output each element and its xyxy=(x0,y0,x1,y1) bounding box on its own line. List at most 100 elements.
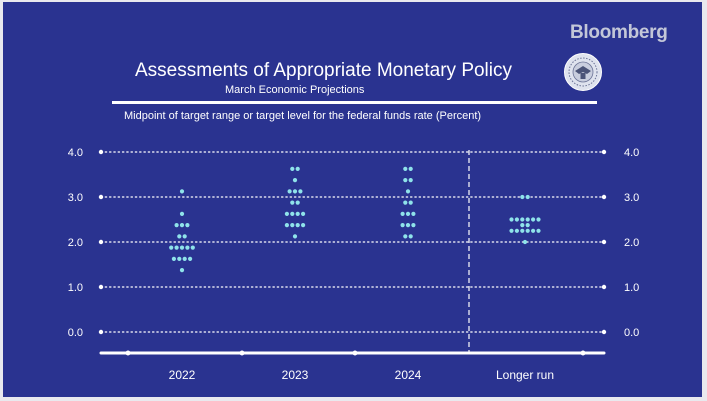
y-tick-label-right: 3.0 xyxy=(624,192,639,204)
participant-dot xyxy=(405,189,411,194)
participant-dot xyxy=(514,217,520,222)
participant-dot xyxy=(301,211,306,216)
participant-dot xyxy=(525,194,530,200)
x-tick-mark xyxy=(352,350,358,356)
y-tick-label-right: 0.0 xyxy=(624,327,639,339)
participant-dot xyxy=(405,211,411,216)
participant-dot xyxy=(400,211,405,216)
participant-dot xyxy=(520,217,525,222)
y-tick-label-left: 3.0 xyxy=(68,192,83,204)
y-tick-label-right: 2.0 xyxy=(624,237,639,249)
participant-dot xyxy=(179,223,185,228)
participant-dot xyxy=(536,217,541,222)
participant-dot xyxy=(514,228,520,233)
y-tick-mark xyxy=(601,239,607,245)
y-tick-label-left: 2.0 xyxy=(68,237,83,249)
participant-dot xyxy=(290,200,295,205)
participant-dot xyxy=(174,245,179,250)
y-tick-label-right: 4.0 xyxy=(624,147,639,159)
y-tick-mark xyxy=(98,284,104,290)
x-tick-mark xyxy=(239,350,245,356)
y-tick-mark xyxy=(601,149,607,155)
participant-dot xyxy=(301,223,306,228)
x-category-label: Longer run xyxy=(496,368,554,382)
participant-dot xyxy=(411,223,416,228)
x-category-label: 2024 xyxy=(395,368,422,382)
participant-dot xyxy=(290,166,295,171)
participant-dot xyxy=(408,234,413,239)
participant-dot xyxy=(509,228,514,233)
participant-dot xyxy=(190,245,195,250)
x-tick-mark xyxy=(125,350,131,356)
participant-dot xyxy=(525,217,530,222)
participant-dot xyxy=(284,211,289,216)
y-axis-caption: Midpoint of target range or target level… xyxy=(124,110,482,122)
x-category-label: 2022 xyxy=(169,368,196,382)
participant-dot xyxy=(188,256,193,261)
participant-dot xyxy=(171,256,176,261)
participant-dot xyxy=(292,189,298,194)
participant-dot xyxy=(531,228,536,233)
y-tick-label-left: 0.0 xyxy=(68,327,83,339)
participant-dot xyxy=(520,228,525,233)
participant-dot xyxy=(177,234,182,239)
y-tick-mark xyxy=(98,149,104,155)
participant-dot xyxy=(295,211,300,216)
y-tick-mark xyxy=(601,194,607,200)
participant-dot xyxy=(174,223,179,228)
participant-dot xyxy=(179,245,185,250)
participant-dot xyxy=(403,178,408,183)
participant-dot xyxy=(525,228,530,233)
participant-dot xyxy=(400,223,405,228)
y-tick-mark xyxy=(98,239,104,245)
x-category-label: 2023 xyxy=(282,368,309,382)
participant-dot xyxy=(536,228,541,233)
y-tick-label-right: 1.0 xyxy=(624,282,639,294)
y-tick-label-left: 4.0 xyxy=(68,147,83,159)
x-tick-mark xyxy=(580,350,586,356)
participant-dot xyxy=(295,166,300,171)
participant-dot xyxy=(182,256,187,261)
participant-dot xyxy=(403,234,408,239)
y-tick-mark xyxy=(601,284,607,290)
participant-dot xyxy=(179,211,185,216)
chart-subtitle: March Economic Projections xyxy=(225,84,365,96)
participant-dot xyxy=(179,189,185,194)
participant-dot xyxy=(185,245,190,250)
participant-dot xyxy=(531,217,536,222)
participant-dot xyxy=(177,256,182,261)
participant-dot xyxy=(405,223,411,228)
participant-dot xyxy=(295,223,300,228)
participant-dot xyxy=(182,234,187,239)
participant-dot xyxy=(520,194,525,200)
participant-dot xyxy=(185,223,190,228)
participant-dot xyxy=(298,189,303,194)
federal-reserve-seal-icon xyxy=(564,53,602,91)
participant-dot xyxy=(292,178,298,183)
y-tick-mark xyxy=(601,329,607,335)
participant-dot xyxy=(411,211,416,216)
participant-dot xyxy=(290,223,295,228)
participant-dot xyxy=(522,239,528,245)
participant-dot xyxy=(403,200,408,205)
chart-title: Assessments of Appropriate Monetary Poli… xyxy=(135,60,513,81)
participant-dot xyxy=(292,234,298,239)
participant-dot xyxy=(179,268,185,273)
participant-dot xyxy=(287,189,292,194)
bloomberg-watermark: Bloomberg xyxy=(570,22,668,43)
y-tick-mark xyxy=(98,329,104,335)
participant-dot xyxy=(408,200,413,205)
y-tick-label-left: 1.0 xyxy=(68,282,83,294)
participant-dot xyxy=(525,223,530,228)
y-tick-mark xyxy=(98,194,104,200)
participant-dot xyxy=(284,223,289,228)
participant-dot xyxy=(290,211,295,216)
participant-dot xyxy=(403,166,408,171)
participant-dot xyxy=(509,217,514,222)
participant-dot xyxy=(408,166,413,171)
participant-dot xyxy=(408,178,413,183)
title-rule xyxy=(112,101,597,104)
participant-dot xyxy=(295,200,300,205)
participant-dot xyxy=(520,223,525,228)
